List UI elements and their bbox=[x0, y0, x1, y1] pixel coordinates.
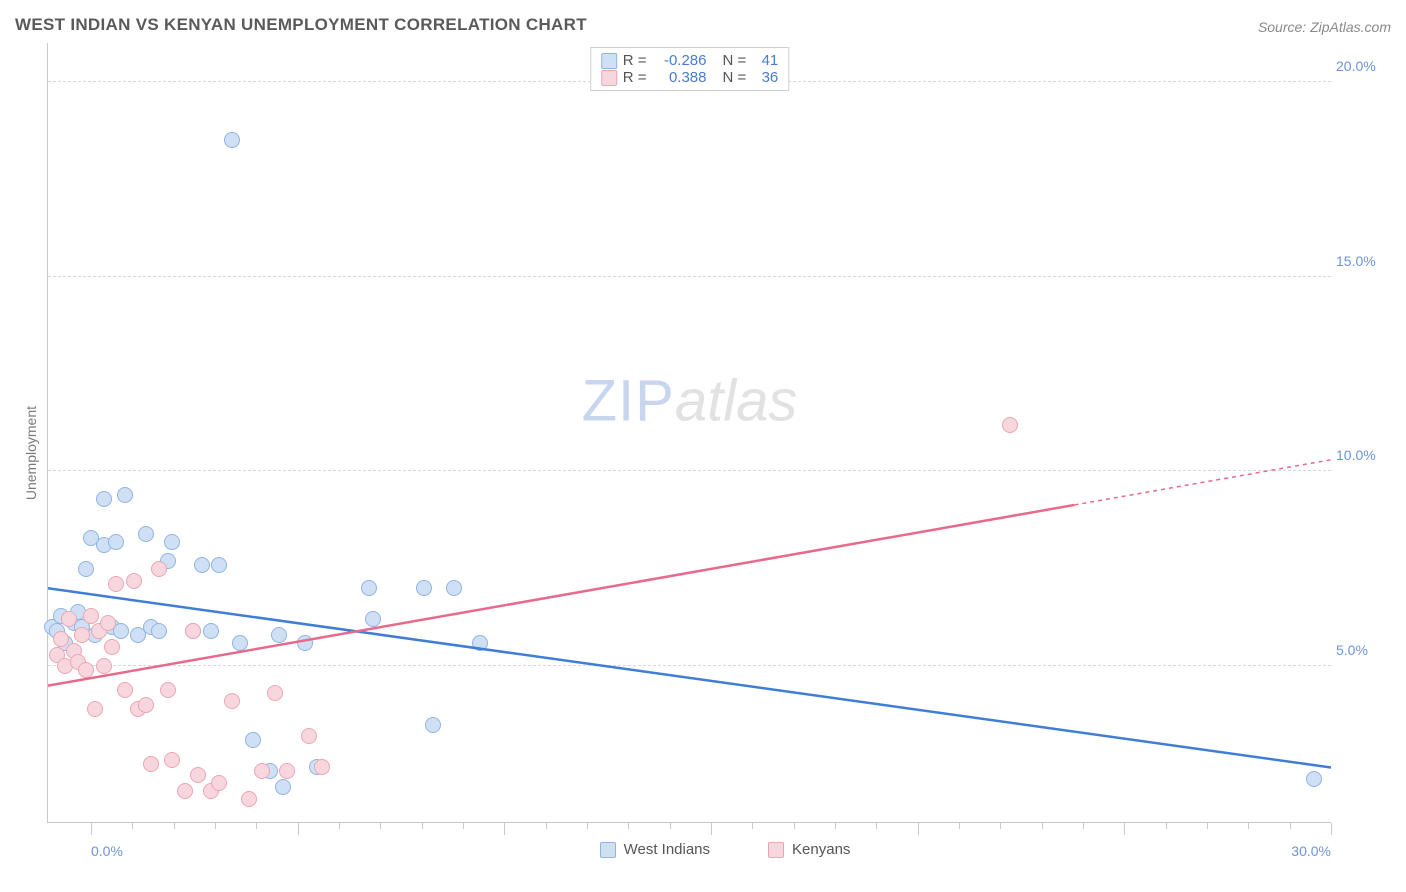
legend-stat-row: R =-0.286N =41 bbox=[601, 52, 779, 69]
data-point bbox=[275, 779, 291, 795]
data-point bbox=[297, 635, 313, 651]
data-point bbox=[108, 534, 124, 550]
data-point bbox=[151, 561, 167, 577]
data-point bbox=[126, 573, 142, 589]
source-label: Source: ZipAtlas.com bbox=[1258, 19, 1391, 35]
data-point bbox=[117, 487, 133, 503]
data-point bbox=[78, 561, 94, 577]
data-point bbox=[53, 631, 69, 647]
legend-item: Kenyans bbox=[764, 841, 854, 858]
data-point bbox=[416, 580, 432, 596]
data-point bbox=[361, 580, 377, 596]
data-point bbox=[245, 732, 261, 748]
data-point bbox=[138, 697, 154, 713]
data-point bbox=[472, 635, 488, 651]
data-point bbox=[78, 662, 94, 678]
legend-stat-row: R =0.388N =36 bbox=[601, 69, 779, 86]
data-point bbox=[314, 759, 330, 775]
data-point bbox=[194, 557, 210, 573]
scatter-plot: ZIPatlas R =-0.286N =41R =0.388N =36 5.0… bbox=[47, 43, 1331, 823]
data-point bbox=[138, 526, 154, 542]
data-point bbox=[83, 608, 99, 624]
data-point bbox=[224, 132, 240, 148]
data-point bbox=[151, 623, 167, 639]
data-point bbox=[164, 534, 180, 550]
y-tick-label: 20.0% bbox=[1336, 58, 1386, 74]
y-tick-label: 5.0% bbox=[1336, 642, 1386, 658]
data-point bbox=[96, 658, 112, 674]
data-point bbox=[96, 491, 112, 507]
data-point bbox=[143, 756, 159, 772]
data-point bbox=[224, 693, 240, 709]
series-legend: West Indians Kenyans bbox=[59, 841, 1391, 858]
x-axis-ticks bbox=[91, 823, 1331, 837]
data-point bbox=[279, 763, 295, 779]
data-point bbox=[365, 611, 381, 627]
chart-title: WEST INDIAN VS KENYAN UNEMPLOYMENT CORRE… bbox=[15, 15, 587, 35]
correlation-legend: R =-0.286N =41R =0.388N =36 bbox=[590, 47, 790, 91]
data-point bbox=[177, 783, 193, 799]
data-point bbox=[61, 611, 77, 627]
data-point bbox=[185, 623, 201, 639]
y-tick-label: 15.0% bbox=[1336, 253, 1386, 269]
y-tick-label: 10.0% bbox=[1336, 447, 1386, 463]
data-point bbox=[232, 635, 248, 651]
data-point bbox=[104, 639, 120, 655]
data-point bbox=[267, 685, 283, 701]
data-point bbox=[190, 767, 206, 783]
data-point bbox=[1002, 417, 1018, 433]
data-point bbox=[117, 682, 133, 698]
data-point bbox=[425, 717, 441, 733]
data-point bbox=[203, 623, 219, 639]
data-point bbox=[164, 752, 180, 768]
data-point bbox=[446, 580, 462, 596]
data-point bbox=[74, 627, 90, 643]
legend-item: West Indians bbox=[596, 841, 714, 858]
data-point bbox=[160, 682, 176, 698]
data-point bbox=[211, 775, 227, 791]
data-point bbox=[211, 557, 227, 573]
data-point bbox=[1306, 771, 1322, 787]
data-point bbox=[87, 701, 103, 717]
watermark: ZIPatlas bbox=[582, 368, 798, 435]
y-axis-label: Unemployment bbox=[15, 406, 47, 500]
data-point bbox=[271, 627, 287, 643]
data-point bbox=[241, 791, 257, 807]
data-point bbox=[108, 576, 124, 592]
data-point bbox=[100, 615, 116, 631]
data-point bbox=[301, 728, 317, 744]
data-point bbox=[254, 763, 270, 779]
